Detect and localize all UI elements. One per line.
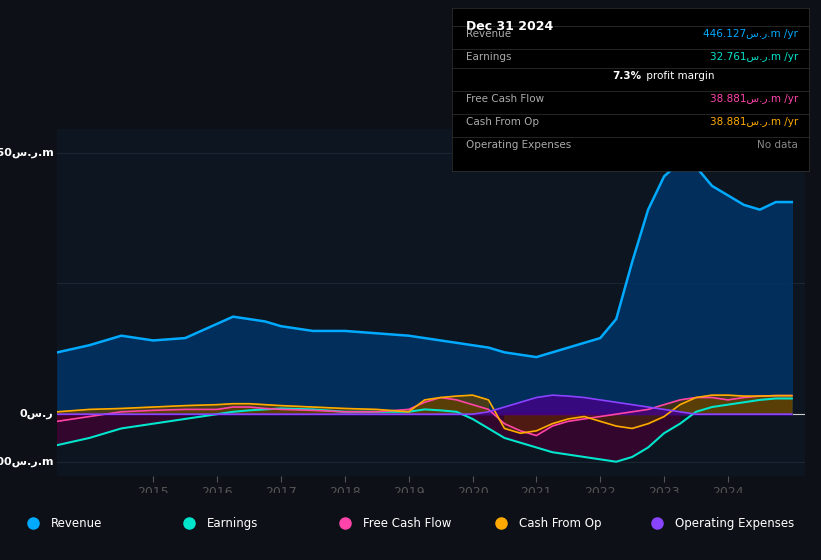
Text: 0س.ر: 0س.ر [20,409,53,419]
Text: 550س.ر.m: 550س.ر.m [0,147,53,158]
Text: Free Cash Flow: Free Cash Flow [363,516,452,530]
Text: Dec 31 2024: Dec 31 2024 [466,20,553,33]
Text: Cash From Op: Cash From Op [466,117,539,127]
Text: Earnings: Earnings [207,516,259,530]
Text: Revenue: Revenue [51,516,103,530]
Text: No data: No data [757,139,798,150]
Text: 32.761س.ر.m /yr: 32.761س.ر.m /yr [709,52,798,62]
Text: 38.881س.ر.m /yr: 38.881س.ر.m /yr [709,94,798,104]
Text: 446.127س.ر.m /yr: 446.127س.ر.m /yr [703,29,798,39]
Text: profit margin: profit margin [643,72,714,82]
Text: Free Cash Flow: Free Cash Flow [466,94,544,104]
Text: Operating Expenses: Operating Expenses [675,516,794,530]
Text: Earnings: Earnings [466,52,511,62]
Text: -100س.ر.m: -100س.ر.m [0,456,53,467]
Text: Cash From Op: Cash From Op [519,516,601,530]
Text: 7.3%: 7.3% [612,72,641,82]
Text: Operating Expenses: Operating Expenses [466,139,571,150]
Text: 38.881س.ر.m /yr: 38.881س.ر.m /yr [709,117,798,127]
Text: Revenue: Revenue [466,29,511,39]
